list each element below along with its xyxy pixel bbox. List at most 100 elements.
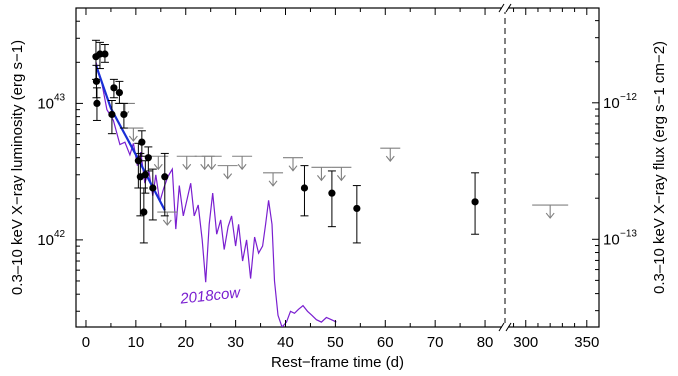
detection-4 [100,44,109,63]
detection-20 [471,172,480,235]
x-tick-label: 10 [128,334,145,351]
detection-11 [137,130,146,157]
detection-17 [300,165,309,217]
detection-marker [138,138,146,146]
upper-limit-8 [232,155,253,171]
detection-6 [109,78,118,99]
upper-limit-arrowhead [336,175,346,182]
upper-limit-11 [311,166,332,182]
plot-data-layer [91,39,569,327]
upper-limit-arrowhead [545,212,555,219]
detection-marker [328,189,336,197]
detection-marker [110,84,118,92]
detection-marker [96,50,104,58]
axis-break-mark [498,3,505,13]
detection-13 [141,160,150,194]
upper-limit-arrowhead [316,175,326,182]
axis-break-mark [505,3,512,13]
detection-marker [471,198,479,206]
axis-break-mark [505,322,512,332]
upper-limit-arrowhead [207,163,217,171]
upper-limit-arrowhead [223,173,233,180]
detection-18 [327,170,336,228]
upper-limit-arrowhead [237,163,247,171]
detection-16 [160,152,169,217]
detection-12 [139,187,148,244]
upper-limit-arrowhead [268,180,278,187]
y-left-tick-label: 10 43 [37,92,65,112]
detection-marker [92,77,101,85]
y-left-tick-exponent: 42 [54,229,66,240]
detection-marker [144,154,152,162]
y-right-axis-title: 0.3–10 keV X−ray flux (erg s−1 cm−2) [651,41,668,294]
x-tick-label: 80 [477,334,494,351]
upper-limit-3 [157,211,178,226]
detection-7 [115,80,124,104]
y-right-tick-label: 10 −13 [603,228,637,248]
upper-limit-arrowhead [182,163,192,171]
y-right-tick-base: 10 [603,231,620,248]
detection-marker [141,171,149,179]
detection-15 [148,168,157,221]
y-left-axis-title: 0.3–10 keV X−ray luminosity (erg s−1) [9,40,26,295]
x-tick-label: 350 [574,334,599,351]
upper-limit-4 [176,155,197,171]
y-left-tick-base: 10 [37,232,54,249]
detection-marker [161,173,169,181]
detection-marker [149,184,157,192]
upper-limit-6 [201,155,222,171]
y-right-tick-label: 10 −12 [603,92,637,112]
upper-limit-arrowhead [288,165,298,172]
y-left-tick-base: 10 [37,95,54,112]
x-tick-label: 50 [327,334,344,351]
upper-limit-7 [217,165,238,180]
upper-limit-arrowhead [128,135,138,142]
detection-marker [108,110,116,119]
detection-2 [92,87,101,121]
y-right-tick-base: 10 [603,95,620,112]
axis-break-gap [502,323,508,331]
x-tick-label: 60 [377,334,394,351]
detection-marker [300,184,309,192]
detection-marker [134,157,142,165]
detection-3 [95,41,104,70]
annotation-2018cow: 2018cow [178,284,242,307]
detection-marker [101,50,109,58]
plot-frame [75,7,600,328]
upper-limit-10 [282,157,303,172]
axis-break-mark [498,322,505,332]
y-left-tick-exponent: 43 [54,92,66,103]
upper-limit-12 [331,166,352,182]
upper-limit-arrowhead [162,219,172,226]
upper-limit-arrowhead [153,163,163,171]
detection-5 [107,100,116,135]
x-tick-label: 70 [427,334,444,351]
x-tick-label: 300 [513,334,538,351]
x-axis-title: Rest−frame time (d) [271,354,404,371]
x-tick-label: 0 [82,334,90,351]
detection-marker [115,88,123,97]
detection-19 [352,185,361,244]
upper-limit-13 [380,147,401,163]
detection-marker [353,204,361,213]
axis-break-gap [502,4,508,12]
detection-marker [140,208,148,216]
upper-limit-arrowhead [385,155,395,163]
detection-marker [93,99,101,107]
detection-14 [144,146,153,172]
upper-limit-14 [532,204,569,219]
detection-marker [120,110,128,119]
x-tick-label: 40 [277,334,294,351]
detection-8 [119,102,128,129]
y-left-tick-label: 10 42 [37,229,65,249]
upper-limit-arrowhead [200,163,210,171]
x-tick-label: 20 [177,334,194,351]
power-law-fit-line [94,65,166,211]
y-right-tick-exponent: −12 [620,92,637,103]
upper-limit-9 [263,172,284,187]
y-right-tick-exponent: −13 [620,228,637,239]
x-tick-label: 30 [227,334,244,351]
